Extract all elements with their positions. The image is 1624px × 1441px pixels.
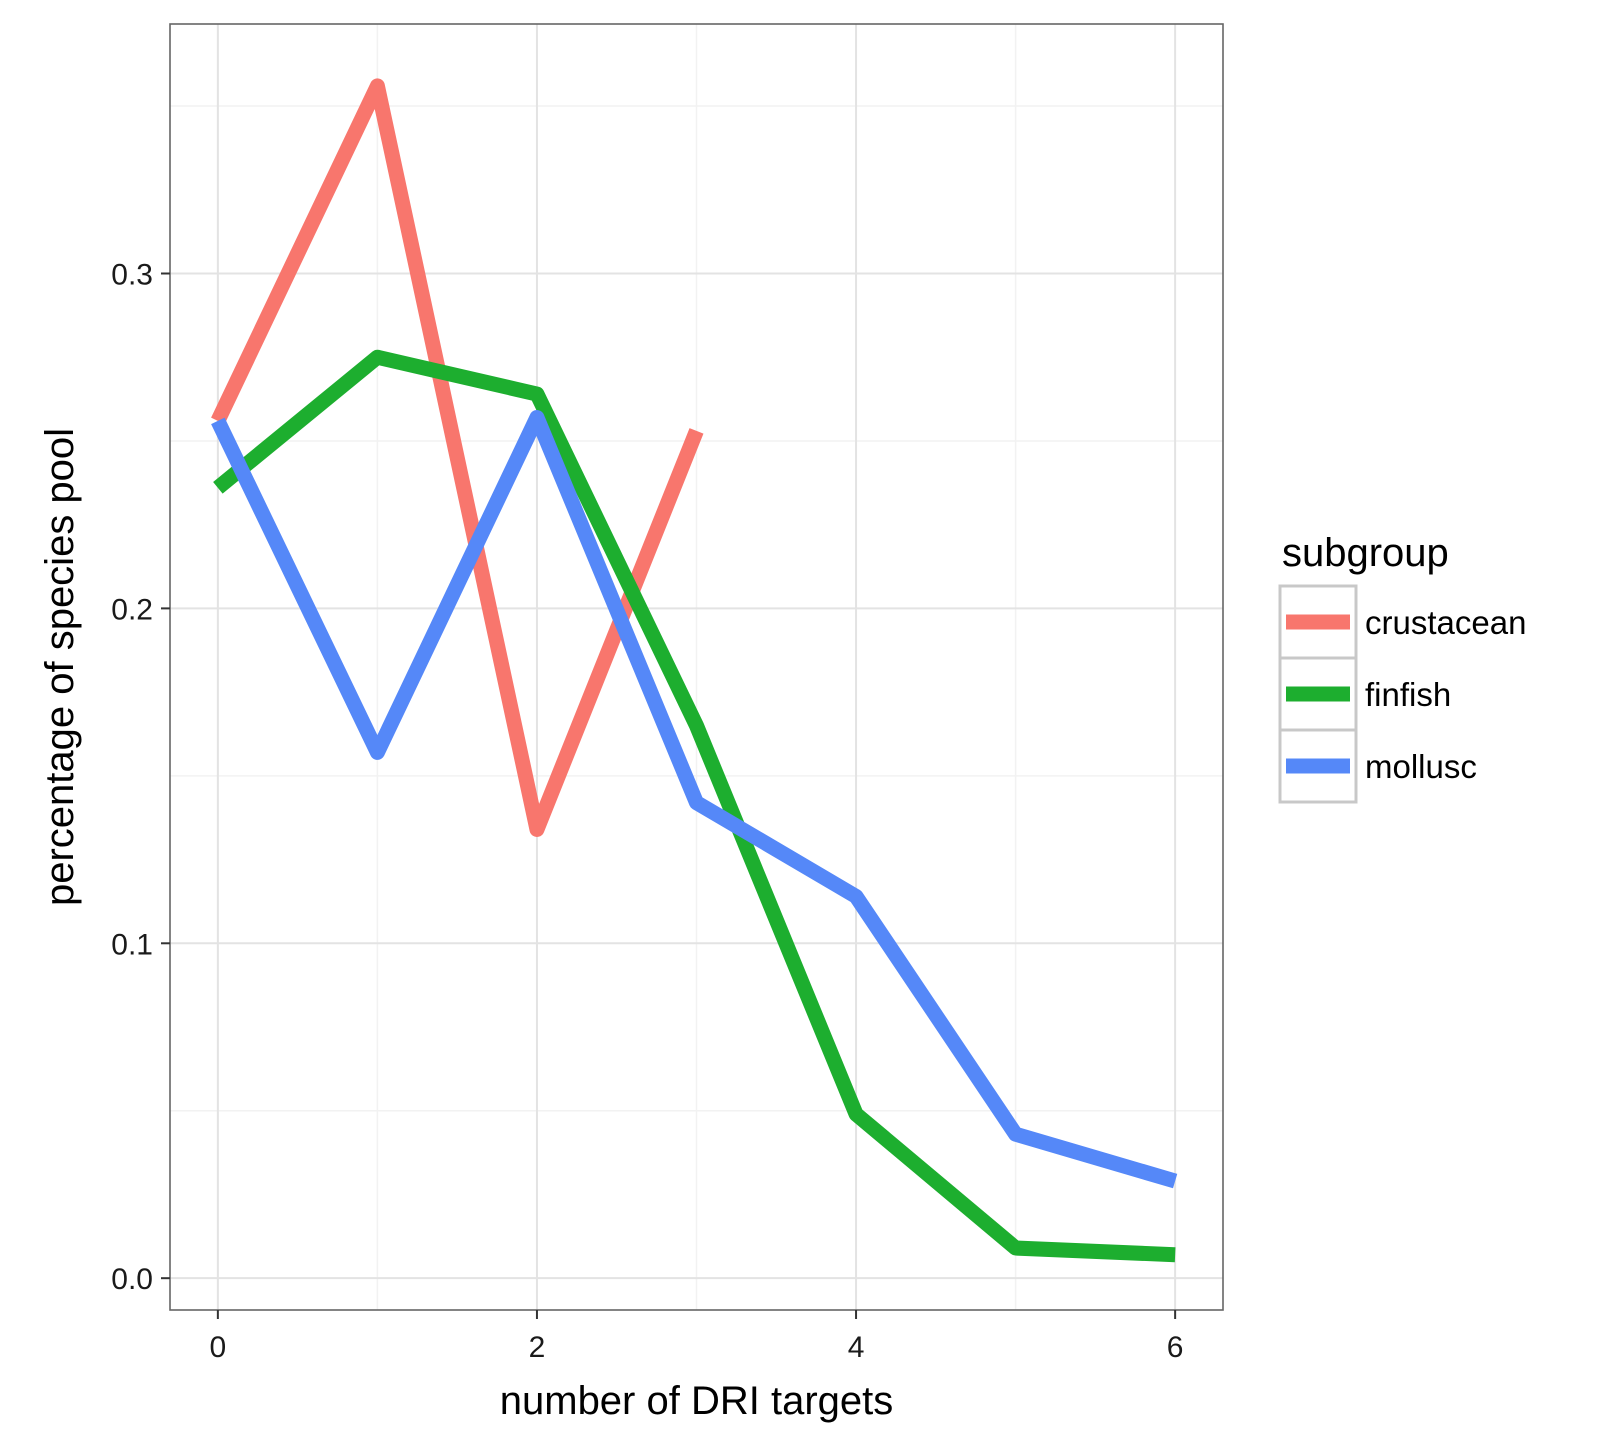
x-tick-label: 2 <box>529 1331 546 1364</box>
series-line-mollusc <box>211 410 1178 1189</box>
legend: subgroup crustacean finfish mollusc <box>1278 531 1526 804</box>
y-tick-label: 0.3 <box>111 258 153 291</box>
y-axis-title: percentage of species pool <box>38 428 82 906</box>
y-tick-label: 0.2 <box>111 593 153 626</box>
y-tick-label: 0.1 <box>111 928 153 961</box>
series-lines <box>211 78 1178 1263</box>
x-axis-title: number of DRI targets <box>500 1379 894 1423</box>
x-axis: 0 2 4 6 <box>210 1310 1184 1364</box>
x-tick-label: 6 <box>1167 1331 1184 1364</box>
x-tick-label: 4 <box>848 1331 865 1364</box>
series-line-finfish <box>213 349 1176 1263</box>
y-axis: 0.0 0.1 0.2 0.3 <box>111 258 170 1296</box>
series-line-crustacean <box>211 78 704 837</box>
legend-label-crustacean: crustacean <box>1365 604 1526 641</box>
plot-panel-border <box>169 23 1224 1311</box>
x-tick-label: 0 <box>210 1331 227 1364</box>
legend-label-mollusc: mollusc <box>1365 748 1477 785</box>
y-tick-label: 0.0 <box>111 1263 153 1296</box>
legend-items: crustacean finfish mollusc <box>1278 584 1526 804</box>
legend-label-finfish: finfish <box>1365 676 1451 713</box>
legend-title: subgroup <box>1282 531 1449 575</box>
